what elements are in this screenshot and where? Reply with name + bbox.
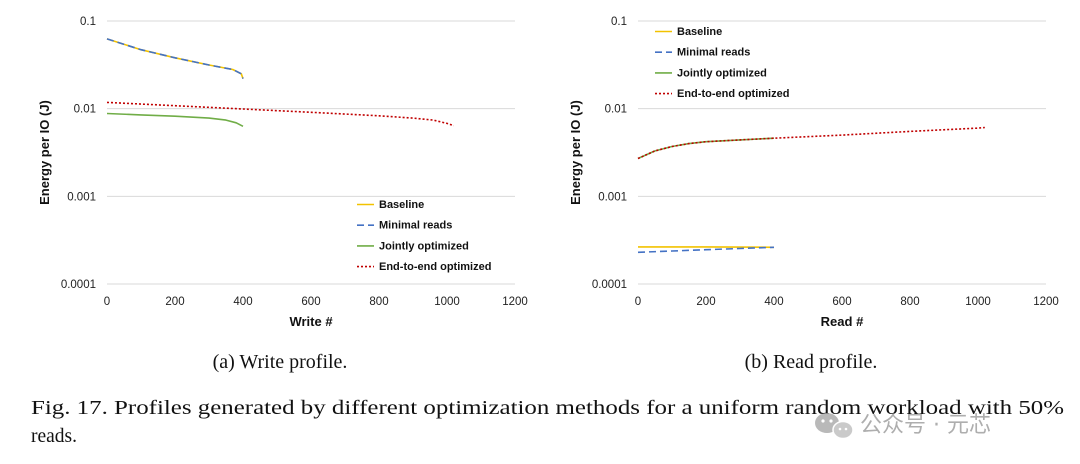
watermark: 公众号 · 元芯 xyxy=(815,413,991,440)
y-tick-label: 0.001 xyxy=(67,191,96,203)
series-line-minimal-reads xyxy=(637,246,775,254)
x-tick-label: 0 xyxy=(635,296,641,308)
x-tick-label: 1200 xyxy=(1033,296,1059,308)
x-tick-label: 1200 xyxy=(502,296,528,308)
x-tick-label: 400 xyxy=(764,296,783,308)
legend-label: Minimal reads xyxy=(677,47,750,59)
y-axis-title: Energy per IO (J) xyxy=(37,100,52,205)
series-line-end-to-end-optimized xyxy=(106,101,455,127)
subcaption-write: (a) Write profile. xyxy=(213,351,348,373)
legend-label: Baseline xyxy=(677,26,722,38)
y-tick-label: 0.1 xyxy=(80,16,96,28)
series-line-jointly-optimized xyxy=(637,137,775,160)
figure-caption-line-2: reads. xyxy=(31,426,77,447)
y-tick-label: 0.1 xyxy=(611,16,627,28)
x-tick-label: 200 xyxy=(696,296,715,308)
x-tick-label: 800 xyxy=(900,296,919,308)
wechat-icon xyxy=(815,413,854,440)
y-axis-title: Energy per IO (J) xyxy=(568,100,583,205)
write-profile-chart: 0.0001 0.001 0.01 0.1 0 200 400 600 800 1000 1200 W… xyxy=(37,16,528,329)
y-tick-label: 0.0001 xyxy=(61,279,96,291)
x-tick-label: 1000 xyxy=(965,296,991,308)
x-tick-label: 0 xyxy=(104,296,110,308)
series-line-minimal-reads xyxy=(106,38,244,79)
legend-label: Minimal reads xyxy=(379,220,452,232)
y-tick-label: 0.01 xyxy=(74,104,96,116)
series-line-end-to-end-optimized xyxy=(637,126,985,160)
series-line-baseline xyxy=(106,38,244,79)
legend-label: Jointly optimized xyxy=(379,240,469,252)
watermark-text: 公众号 · 元芯 xyxy=(860,413,991,438)
subcaption-read: (b) Read profile. xyxy=(745,351,878,373)
x-axis-title: Write # xyxy=(289,314,333,329)
legend-label: Baseline xyxy=(379,199,424,211)
x-tick-label: 200 xyxy=(165,296,184,308)
x-tick-label: 800 xyxy=(369,296,388,308)
y-tick-label: 0.0001 xyxy=(592,279,627,291)
x-tick-label: 400 xyxy=(233,296,252,308)
x-axis-title: Read # xyxy=(821,314,864,329)
legend: Baseline Minimal reads Jointly optimized En… xyxy=(655,26,789,100)
legend-label: Jointly optimized xyxy=(677,67,767,79)
series-line-jointly-optimized xyxy=(106,112,244,128)
legend: Baseline Minimal reads Jointly optimized En… xyxy=(357,199,491,273)
read-profile-chart: 0.0001 0.001 0.01 0.1 0 200 400 600 800 1000 1200 R… xyxy=(568,16,1059,329)
x-tick-label: 600 xyxy=(832,296,851,308)
x-tick-label: 1000 xyxy=(434,296,460,308)
legend-label: End-to-end optimized xyxy=(379,261,491,273)
figure-caption-line-1: Fig. 17. Profiles generated by different… xyxy=(31,398,1064,419)
y-tick-label: 0.01 xyxy=(605,104,627,116)
x-tick-label: 600 xyxy=(301,296,320,308)
legend-label: End-to-end optimized xyxy=(677,88,789,100)
y-tick-label: 0.001 xyxy=(598,191,627,203)
